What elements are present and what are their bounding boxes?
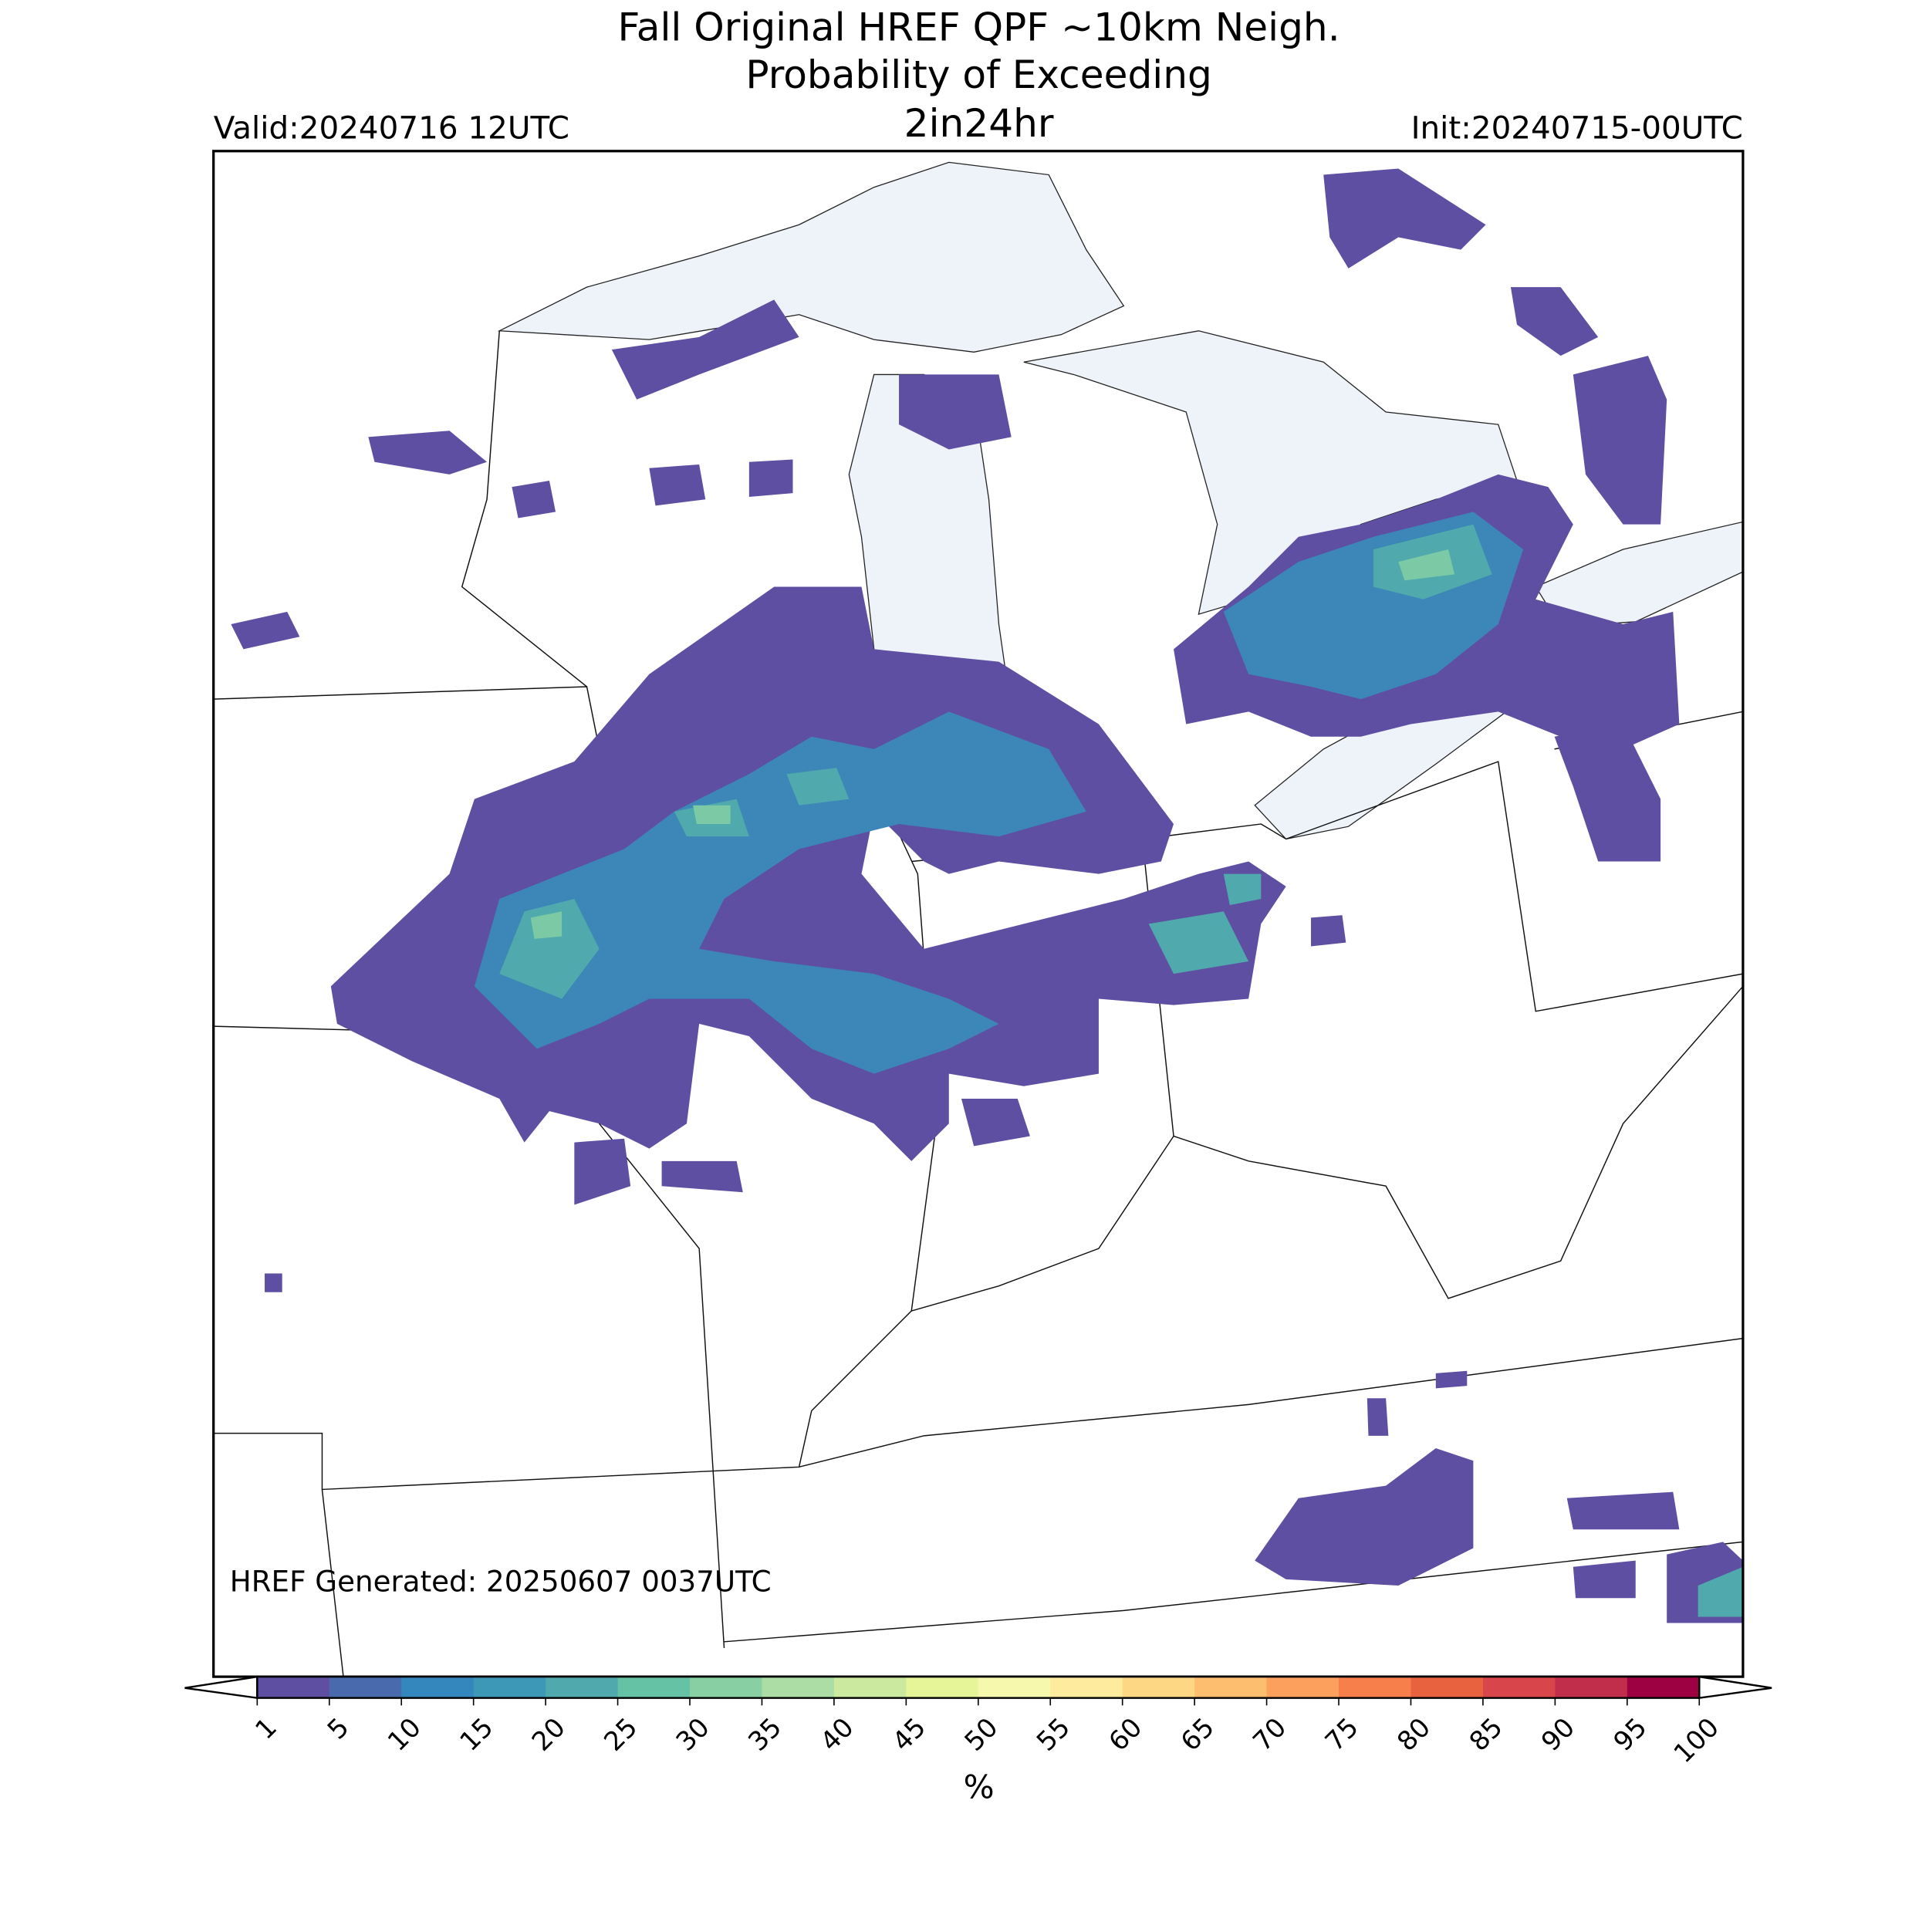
colorbar: 1 5 10 15 20 25 30 35 40 45 50 55 60 65 70 75 80 85 90 95 10… bbox=[184, 1675, 1772, 1769]
title-line: Fall Original HREF QPF ~10km Neigh. bbox=[618, 4, 1340, 49]
colorbar-segment bbox=[1410, 1677, 1484, 1698]
colorbar-tick-label: 80 bbox=[1391, 1712, 1437, 1758]
colorbar-tick-label: 10 bbox=[382, 1712, 427, 1758]
colorbar-segment bbox=[329, 1677, 402, 1698]
colorbar-tick-label: 60 bbox=[1103, 1712, 1148, 1758]
title-line: Probability of Exceeding bbox=[745, 52, 1212, 97]
colorbar-segment bbox=[473, 1677, 546, 1698]
colorbar-segment bbox=[1050, 1677, 1123, 1698]
colorbar-tick-label: 85 bbox=[1464, 1712, 1509, 1758]
colorbar-tick-label: 1 bbox=[249, 1712, 283, 1746]
colorbar-tick-label: 45 bbox=[887, 1712, 932, 1758]
colorbar-tick-label: 90 bbox=[1535, 1712, 1581, 1758]
colorbar-segment bbox=[401, 1677, 475, 1698]
state-border bbox=[1173, 985, 1743, 1299]
state-border bbox=[724, 1541, 1743, 1643]
colorbar-segment bbox=[762, 1677, 835, 1698]
colorbar-tick-label: 75 bbox=[1319, 1712, 1365, 1758]
title-line: 2in24hr bbox=[904, 100, 1054, 146]
colorbar-segment bbox=[1482, 1677, 1556, 1698]
colorbar-segment bbox=[617, 1677, 691, 1698]
colorbar-segment bbox=[1339, 1677, 1411, 1698]
colorbar-tick-label: 65 bbox=[1175, 1712, 1221, 1758]
lake-superior bbox=[497, 161, 1125, 353]
colorbar-tick-label: 20 bbox=[526, 1712, 572, 1758]
colorbar-extend-max bbox=[1698, 1675, 1772, 1700]
state-border bbox=[799, 1337, 1743, 1468]
colorbar-tick-label: 30 bbox=[671, 1712, 716, 1758]
probability-shading bbox=[231, 168, 1743, 1623]
colorbar-tick-label: 25 bbox=[598, 1712, 644, 1758]
colorbar-segment bbox=[1122, 1677, 1195, 1698]
map bbox=[212, 150, 1745, 1678]
colorbar-tick-label: 70 bbox=[1247, 1712, 1292, 1758]
colorbar-segment bbox=[1627, 1677, 1700, 1698]
colorbar-tick-label: 40 bbox=[815, 1712, 860, 1758]
colorbar-segment bbox=[978, 1677, 1051, 1698]
colorbar-tick-label: 5 bbox=[322, 1712, 356, 1746]
valid-time: Valid:20240716 12UTC bbox=[214, 109, 569, 146]
colorbar-segment bbox=[690, 1677, 762, 1698]
colorbar-label: % bbox=[964, 1768, 995, 1805]
colorbar-tick-label: 35 bbox=[742, 1712, 788, 1758]
init-time: Init:20240715-00UTC bbox=[1411, 109, 1743, 146]
colorbar-tick-label: 15 bbox=[454, 1712, 499, 1758]
colorbar-tick-label: 100 bbox=[1668, 1712, 1725, 1769]
generated-note: HREF Generated: 20250607 0037UTC bbox=[230, 1564, 772, 1598]
state-border bbox=[1142, 761, 1743, 1012]
colorbar-segment bbox=[1555, 1677, 1628, 1698]
state-border bbox=[461, 330, 587, 687]
colorbar-segment bbox=[257, 1677, 330, 1698]
colorbar-tick-label: 55 bbox=[1031, 1712, 1076, 1758]
colorbar-segment bbox=[906, 1677, 979, 1698]
colorbar-extend-min bbox=[184, 1675, 258, 1700]
colorbar-segment bbox=[833, 1677, 907, 1698]
colorbar-segment bbox=[1194, 1677, 1268, 1698]
colorbar-tick-label: 95 bbox=[1608, 1712, 1654, 1758]
colorbar-segment bbox=[546, 1677, 619, 1698]
colorbar-segment bbox=[1266, 1677, 1339, 1698]
state-border bbox=[321, 1489, 344, 1677]
colorbar-tick-label: 50 bbox=[959, 1712, 1005, 1758]
